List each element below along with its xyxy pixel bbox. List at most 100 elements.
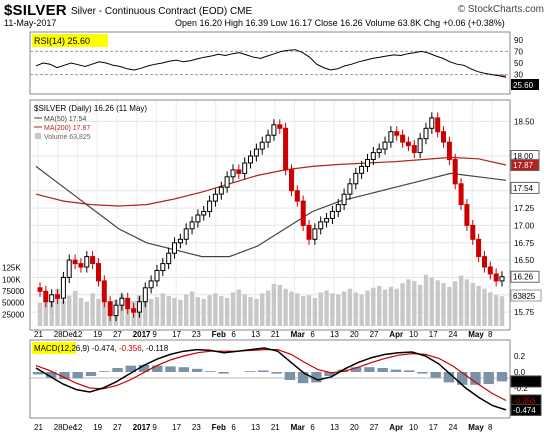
macd-histogram xyxy=(32,364,508,385)
ma200-line xyxy=(35,156,507,207)
volume-axis-ticks: 125K 100K 75000 50000 25000 xyxy=(2,264,25,320)
volume-tick-label: 100K xyxy=(2,275,21,284)
macd-tick-label: 0.0 xyxy=(514,368,526,377)
candle-body xyxy=(84,256,90,268)
candle-body xyxy=(487,266,493,275)
macd-histogram-bar xyxy=(364,367,375,372)
date-tick-label: 17 xyxy=(429,330,438,339)
candle-body xyxy=(277,124,283,129)
date-tick-label-bottom: 9 xyxy=(152,423,157,432)
candle-body xyxy=(119,297,125,306)
macd-histogram-bar xyxy=(483,372,494,384)
date-tick-label-bottom: Apr xyxy=(389,423,403,432)
date-tick-label-bottom: 12 xyxy=(73,423,82,432)
volume-bars xyxy=(37,274,505,326)
macd-histogram-bar xyxy=(496,372,508,382)
macd-histogram-bar xyxy=(59,372,70,380)
volume-bar xyxy=(84,301,89,326)
candle-body xyxy=(318,221,324,230)
candle-body xyxy=(388,131,394,143)
candle-body xyxy=(435,117,441,133)
candle-body xyxy=(411,145,417,154)
chart-subtitle: Silver - Continuous Contract (EOD) CME xyxy=(71,6,252,17)
candle-body xyxy=(476,238,482,258)
rsi-label: RSI(14) 25.60 xyxy=(34,36,90,46)
candle-body xyxy=(253,148,259,157)
rsi-label-highlight xyxy=(32,34,108,47)
contract-description: Silver - Continuous Contract (EOD) xyxy=(71,6,228,17)
candle-body xyxy=(125,297,131,310)
macd-line-path xyxy=(35,347,507,411)
macd-histogram-bar xyxy=(112,368,123,372)
date-tick-label-bottom: 28Dec xyxy=(54,423,77,432)
macd-panel-frame xyxy=(29,339,511,419)
macd-histogram-bar xyxy=(443,372,455,383)
candle-body xyxy=(382,141,388,150)
volume-bar xyxy=(301,296,306,326)
date-tick-label-bottom: 21 xyxy=(34,423,43,432)
volume-bar xyxy=(271,284,277,326)
volume-bar xyxy=(470,283,475,326)
volume-bar xyxy=(488,292,493,326)
volume-bar xyxy=(254,298,259,326)
volume-bar xyxy=(178,299,183,326)
date-tick-label: May xyxy=(468,330,484,339)
macd-tag-box xyxy=(510,403,542,416)
price-tag-label: 17.87 xyxy=(513,161,534,170)
macd-signal-value: -0.356 xyxy=(119,344,142,353)
candle-body xyxy=(218,186,224,195)
volume-bar xyxy=(324,290,329,326)
date-tick-label-bottom: 10 xyxy=(409,423,418,432)
candle-body xyxy=(96,263,101,282)
volume-bar xyxy=(213,293,218,326)
candle-body xyxy=(300,200,306,226)
volume-bar xyxy=(377,285,382,326)
macd-tag-label: -0.356 xyxy=(513,396,536,405)
date-tick-label-bottom: 23 xyxy=(192,423,201,432)
volume-bar xyxy=(306,295,312,326)
candle-body xyxy=(107,301,113,317)
volume-tick-label: 25000 xyxy=(2,310,25,319)
volume-bar xyxy=(482,288,487,326)
macd-histogram-bar xyxy=(377,368,388,372)
date-tick-label-bottom: Feb xyxy=(212,423,226,432)
candle-body xyxy=(242,162,248,174)
volume-bar xyxy=(207,295,212,326)
volume-bar xyxy=(148,298,154,326)
rsi-line xyxy=(35,49,507,78)
candle-body xyxy=(329,211,335,219)
price-tag-box xyxy=(510,159,540,172)
date-tick-label: 10 xyxy=(409,330,418,339)
candle-body xyxy=(394,131,400,136)
date-tick-label: 21 xyxy=(34,330,43,339)
volume-bar xyxy=(388,286,394,326)
macd-value-tags: -0.118 -0.356-0.474 xyxy=(510,375,542,416)
date-tick-label-bottom: May xyxy=(468,423,484,432)
volume-bar xyxy=(312,298,318,326)
volume-bar xyxy=(61,300,66,326)
macd-tag-box xyxy=(510,375,542,388)
rsi-current-tag: 25.60 xyxy=(511,79,539,90)
date-tick-label-bottom: 6 xyxy=(310,423,315,432)
price-legend-title: $SILVER (Daily) 16.26 (11 May) xyxy=(34,104,147,113)
candle-body xyxy=(60,276,66,299)
volume-bar xyxy=(412,281,417,326)
ma200-path xyxy=(35,156,507,207)
date-tick-label-bottom: Mar xyxy=(291,423,305,432)
volume-bar xyxy=(283,288,288,326)
macd-histogram-bar xyxy=(191,368,203,372)
volume-bar xyxy=(365,290,370,326)
macd-histogram-bar xyxy=(390,369,402,372)
volume-bar xyxy=(78,298,84,326)
candle-body xyxy=(78,263,84,268)
candle-body xyxy=(172,242,177,254)
volume-bar xyxy=(260,293,265,326)
volume-bar xyxy=(330,293,335,326)
macd-histogram-bar xyxy=(457,372,468,385)
volume-bar xyxy=(43,293,48,326)
candle-body xyxy=(113,304,119,317)
date-tick-label: 27 xyxy=(370,330,379,339)
date-tick-label: 17 xyxy=(172,330,181,339)
